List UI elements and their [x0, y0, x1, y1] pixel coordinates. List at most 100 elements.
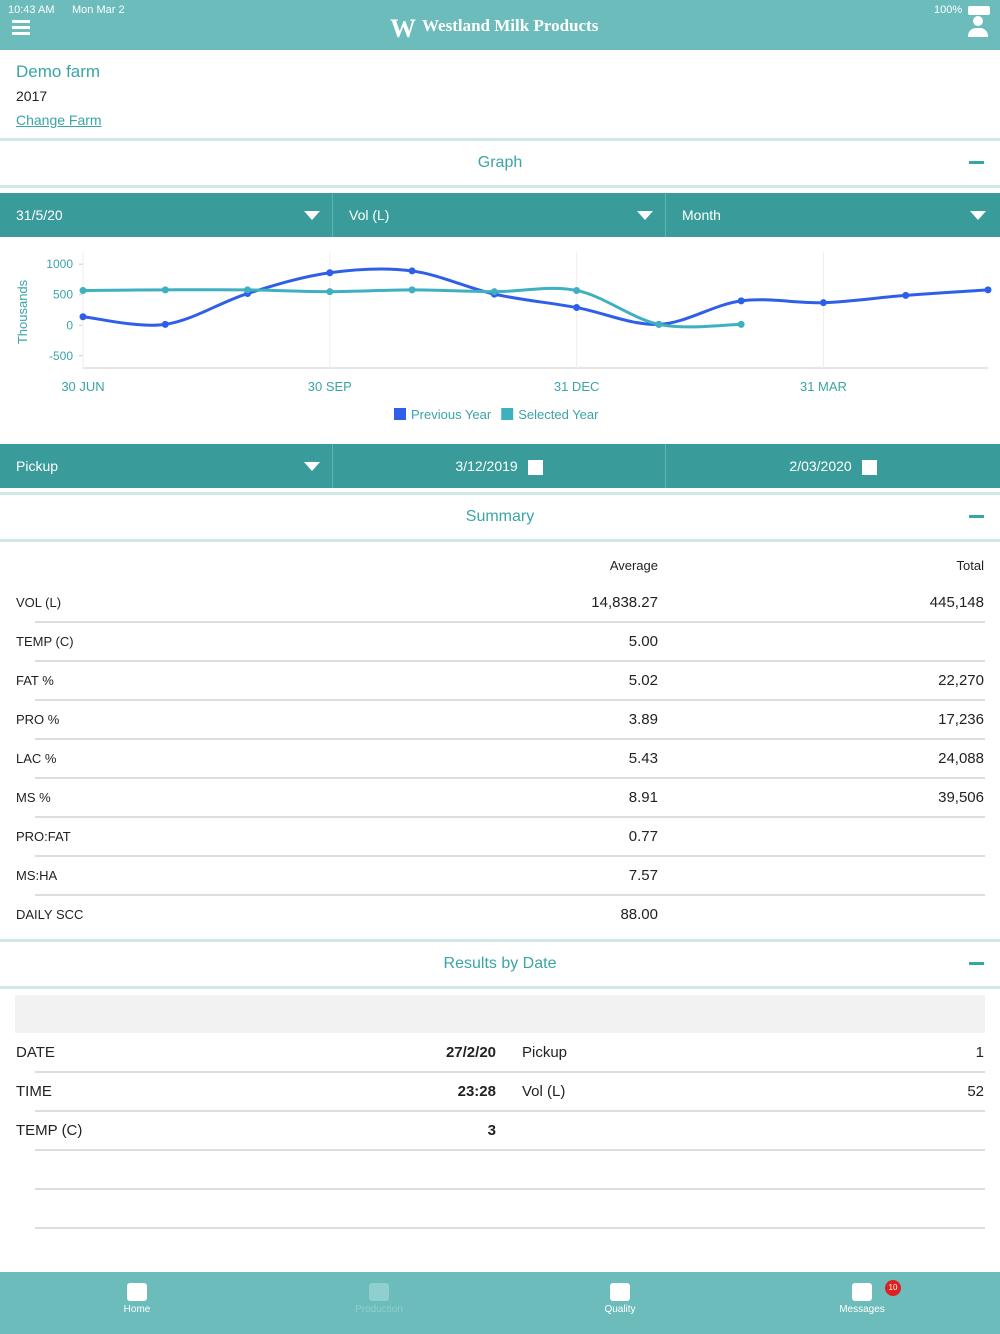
- data-point: [984, 286, 992, 294]
- data-point: [408, 267, 416, 275]
- pickup-filters: Pickup 3/12/2019 2/03/2020: [0, 444, 1000, 488]
- row-label: DAILY SCC: [16, 907, 84, 922]
- tab-bar: Home Production Quality Messages 10: [0, 1272, 1000, 1334]
- data-point: [161, 286, 169, 294]
- row-label: VOL (L): [16, 595, 62, 610]
- data-point: [902, 291, 910, 299]
- tab-item[interactable]: Production: [329, 1272, 429, 1334]
- row-total: 39,506: [938, 789, 984, 806]
- row-divider: [35, 894, 985, 896]
- tab-icon: [852, 1283, 872, 1301]
- profile-button[interactable]: [968, 16, 988, 38]
- row-average: 5.02: [628, 672, 658, 689]
- row-average: 8.91: [628, 789, 658, 806]
- filter-dropdown[interactable]: 31/5/20: [0, 193, 333, 237]
- graph-section-header[interactable]: Graph: [0, 138, 1000, 188]
- logo-mark: W: [390, 14, 416, 43]
- summary-section-header[interactable]: Summary: [0, 492, 1000, 542]
- tab-icon: [610, 1283, 630, 1301]
- collapse-icon: [969, 962, 984, 965]
- data-point: [244, 286, 252, 294]
- x-tick-label: 31 DEC: [554, 379, 600, 394]
- tab-label: Messages: [839, 1304, 885, 1315]
- row-total: 17,236: [938, 711, 984, 728]
- farm-year: 2017: [16, 88, 48, 104]
- legend-swatch: [394, 408, 406, 420]
- summary-row: DAILY SCC 88.00: [0, 895, 1000, 934]
- row-divider: [35, 1227, 985, 1229]
- pickup-dropdown[interactable]: Pickup: [0, 444, 333, 488]
- result-cell: 1: [975, 1044, 984, 1061]
- data-point: [326, 288, 334, 296]
- result-cell: 52: [967, 1083, 984, 1100]
- data-point: [737, 297, 745, 305]
- tab-label: Home: [123, 1304, 151, 1315]
- tab-label: Quality: [604, 1304, 636, 1315]
- date-value: 2/03/2020: [789, 458, 852, 474]
- y-tick-label: 500: [53, 288, 73, 302]
- row-label: TEMP (C): [16, 634, 74, 649]
- column-header: Total: [956, 558, 984, 573]
- x-tick-label: 30 JUN: [61, 379, 104, 394]
- row-average: 0.77: [628, 828, 658, 845]
- change-farm-link[interactable]: Change Farm: [16, 112, 102, 128]
- section-title: Summary: [465, 508, 535, 525]
- row-label: PRO %: [16, 712, 60, 727]
- x-tick-label: 30 SEP: [308, 379, 352, 394]
- notification-badge: 10: [885, 1280, 901, 1296]
- row-divider: [35, 1149, 985, 1151]
- header-title: Westland Milk Products: [422, 16, 599, 35]
- result-cell: 27/2/20: [445, 1044, 496, 1061]
- row-label: LAC %: [16, 751, 57, 766]
- result-cell: DATE: [16, 1044, 55, 1061]
- summary-row: VOL (L) 14,838.27 445,148: [0, 583, 1000, 623]
- data-point: [737, 320, 745, 328]
- data-point: [490, 288, 498, 296]
- dropdown-value: 31/5/20: [16, 207, 63, 223]
- to-date[interactable]: 2/03/2020: [666, 444, 1000, 488]
- tab-icon: [127, 1283, 147, 1301]
- tab-item[interactable]: Messages: [812, 1272, 912, 1334]
- dropdown-value: Vol (L): [349, 207, 390, 223]
- legend-label: Selected Year: [518, 407, 599, 422]
- row-average: 7.57: [628, 867, 658, 884]
- result-row: TIME 23:28 Vol (L) 52: [0, 1072, 1000, 1111]
- tab-item[interactable]: Quality: [570, 1272, 670, 1334]
- section-title: Graph: [477, 154, 523, 171]
- result-row: DATE 27/2/20 Pickup 1: [0, 1033, 1000, 1072]
- row-divider: [35, 699, 985, 701]
- summary-table: VOL (L) 14,838.27 445,148 TEMP (C) 5.00 FAT %…: [0, 583, 1000, 938]
- menu-button[interactable]: [12, 20, 30, 36]
- status-date: Mon Mar 2: [72, 4, 125, 16]
- row-average: 14,838.27: [591, 594, 658, 611]
- row-divider: [35, 621, 985, 623]
- column-header: Average: [609, 558, 658, 573]
- filter-dropdown[interactable]: Month: [666, 193, 998, 237]
- row-divider: [35, 777, 985, 779]
- result-cell: Vol (L): [522, 1083, 566, 1100]
- collapse-icon: [969, 515, 984, 518]
- summary-row: LAC % 5.43 24,088: [0, 739, 1000, 779]
- status-time: 10:43 AM: [8, 4, 55, 16]
- data-point: [79, 313, 87, 321]
- tab-item[interactable]: Home: [87, 1272, 187, 1334]
- result-cell: Pickup: [522, 1044, 568, 1061]
- summary-row: TEMP (C) 5.00: [0, 622, 1000, 662]
- from-date[interactable]: 3/12/2019: [333, 444, 666, 488]
- row-total: 445,148: [929, 594, 984, 611]
- row-label: PRO:FAT: [16, 829, 71, 844]
- results-section-header[interactable]: Results by Date: [0, 939, 1000, 989]
- filter-dropdown[interactable]: Vol (L): [333, 193, 666, 237]
- row-average: 5.00: [628, 633, 658, 650]
- row-divider: [35, 1188, 985, 1190]
- dropdown-arrow: [304, 211, 320, 220]
- result-cell: TEMP (C): [16, 1122, 83, 1139]
- data-point: [655, 320, 663, 328]
- data-point: [408, 286, 416, 294]
- row-total: 22,270: [938, 672, 984, 689]
- summary-row: PRO:FAT 0.77: [0, 817, 1000, 857]
- results-table: DATE 27/2/20 Pickup 1 TIME 23:28 Vol (L) 52 TEMP…: [0, 1033, 1000, 1233]
- row-average: 88.00: [620, 906, 658, 923]
- row-label: FAT %: [16, 673, 54, 688]
